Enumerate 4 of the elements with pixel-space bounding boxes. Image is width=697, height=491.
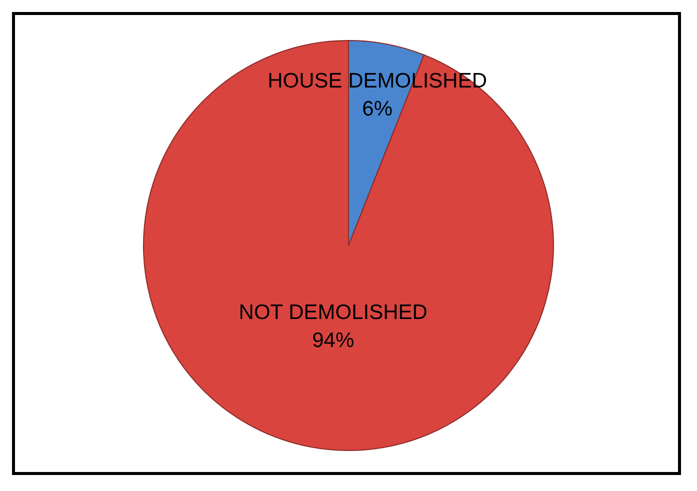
data-label: 94% (312, 328, 354, 352)
slice-label: NOT DEMOLISHED (238, 300, 428, 324)
data-label: 6% (362, 97, 392, 120)
slice-label: HOUSE DEMOLISHED (268, 69, 487, 92)
